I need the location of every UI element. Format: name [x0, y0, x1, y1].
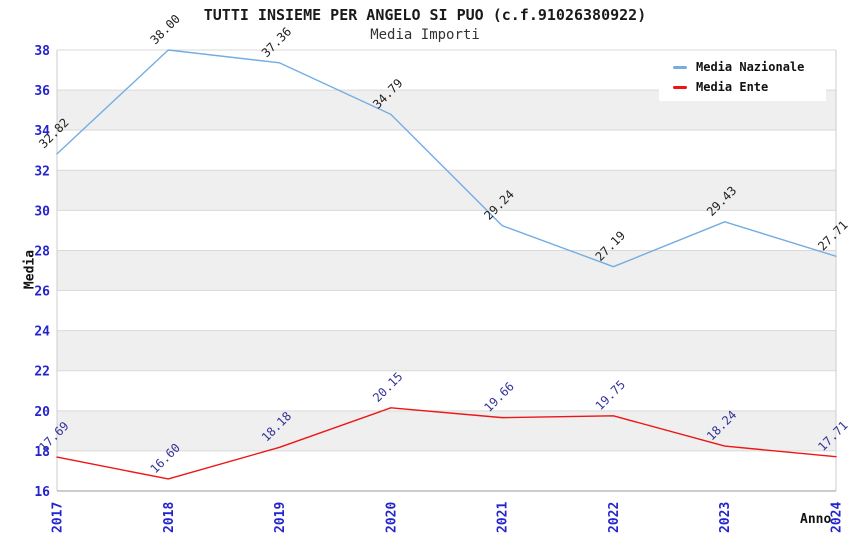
y-tick-label: 20: [34, 405, 50, 420]
y-tick-label: 18: [34, 445, 50, 460]
y-tick-label: 16: [34, 485, 50, 500]
value-label: 20.15: [370, 369, 405, 404]
legend: Media Nazionale Media Ente: [659, 53, 826, 101]
legend-marker-media-ente: [673, 85, 687, 89]
series-line-media-nazionale: [56, 49, 837, 268]
legend-item-media-ente: Media Ente: [673, 80, 826, 94]
chart-title: TUTTI INSIEME PER ANGELO SI PUO (c.f.910…: [203, 6, 647, 24]
x-tick-label: 2024: [830, 502, 845, 533]
value-label: 19.66: [481, 379, 516, 414]
background-band: [57, 250, 836, 291]
y-tick-label: 38: [34, 44, 50, 59]
background-band: [57, 170, 836, 211]
chart-subtitle: Media Importi: [370, 27, 480, 43]
x-tick-label: 2018: [162, 502, 177, 533]
y-tick-label: 36: [34, 84, 50, 99]
legend-item-media-nazionale: Media Nazionale: [673, 60, 826, 74]
legend-label-media-nazionale: Media Nazionale: [696, 60, 805, 74]
x-tick-label: 2021: [496, 502, 511, 533]
legend-marker-media-nazionale: [673, 65, 687, 69]
y-tick-label: 34: [34, 124, 50, 139]
value-label: 27.71: [815, 218, 850, 253]
background-band: [57, 410, 836, 451]
y-tick-label: 24: [34, 325, 50, 340]
background-band: [57, 330, 836, 371]
value-label: 19.75: [593, 378, 628, 413]
x-tick-label: 2020: [384, 502, 399, 533]
x-tick-label: 2019: [273, 502, 288, 533]
y-axis-title: Media: [22, 249, 38, 290]
x-tick-label: 2017: [51, 502, 66, 533]
x-tick-label: 2022: [607, 502, 622, 533]
x-tick-label: 2023: [718, 502, 733, 533]
value-label: 37.36: [259, 25, 294, 60]
y-tick-label: 28: [34, 244, 50, 259]
series-line-media-ente: [56, 407, 837, 480]
y-tick-label: 32: [34, 164, 50, 179]
y-tick-label: 22: [34, 365, 50, 380]
y-tick-label: 26: [34, 285, 50, 300]
y-tick-label: 30: [34, 204, 50, 219]
value-label: 38.00: [148, 12, 183, 47]
x-axis-title: Anno: [800, 512, 832, 527]
legend-label-media-ente: Media Ente: [696, 80, 769, 94]
